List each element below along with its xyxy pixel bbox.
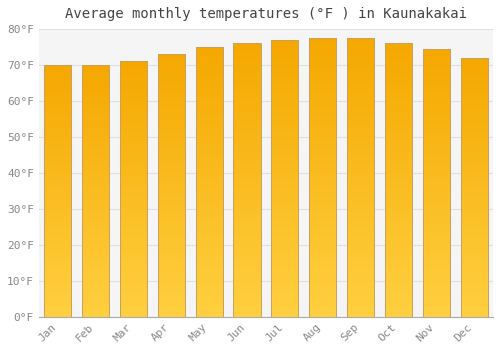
Title: Average monthly temperatures (°F ) in Kaunakakai: Average monthly temperatures (°F ) in Ka… bbox=[65, 7, 467, 21]
